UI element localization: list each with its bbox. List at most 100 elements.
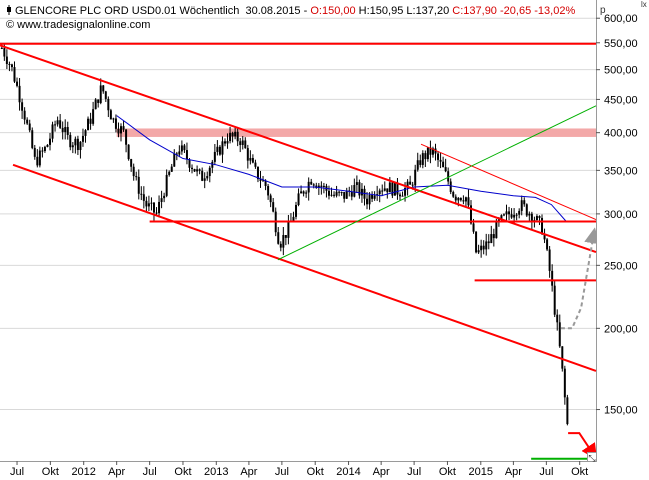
x-tick-label: Jul: [539, 466, 553, 478]
candle-body: [353, 184, 356, 197]
change-value: -20,65: [500, 5, 532, 17]
candle-body: [114, 118, 117, 129]
candle-body: [327, 190, 330, 196]
candle-body: [155, 212, 158, 214]
candle-body: [424, 153, 427, 160]
candle-body: [56, 120, 59, 125]
x-tick-label: Jul: [407, 466, 421, 478]
price-chart[interactable]: [0, 0, 597, 462]
x-tick-label: 2012: [71, 466, 95, 478]
candle-body: [462, 200, 465, 202]
candle-body: [87, 118, 90, 131]
candle-body: [437, 153, 440, 160]
candle-body: [406, 181, 409, 189]
candle-body: [300, 191, 303, 194]
candle-body: [213, 151, 216, 162]
candle-body: [99, 85, 102, 103]
candle-body: [333, 194, 336, 196]
candle-body: [10, 64, 13, 68]
x-tick-label: Okt: [439, 466, 456, 478]
candle-body: [71, 145, 74, 148]
candle-body: [191, 167, 194, 170]
candle-body: [566, 397, 569, 425]
candle-body: [142, 194, 145, 201]
candle-body: [312, 184, 315, 186]
candle-body: [546, 239, 549, 250]
candle-body: [530, 213, 533, 222]
resistance-band-layer: [116, 128, 597, 137]
candle-body: [48, 138, 51, 145]
candle-body: [482, 245, 485, 250]
candle-body: [431, 148, 434, 155]
candle-body: [178, 151, 181, 155]
moving-average-line: [116, 115, 567, 222]
candle-body: [452, 191, 455, 197]
x-tick-label: Okt: [307, 466, 324, 478]
candle-body: [127, 144, 130, 160]
candle-body: [43, 146, 46, 152]
candle-body: [16, 81, 19, 86]
candle-body: [409, 181, 412, 185]
low-value: L:137,20: [406, 5, 450, 17]
candle-body: [21, 102, 24, 111]
candle-body: [33, 147, 36, 157]
candle-body: [231, 132, 234, 137]
candle-body: [211, 161, 214, 168]
candle-body: [284, 235, 287, 238]
candle-body: [335, 191, 338, 196]
candle-body: [297, 193, 300, 205]
candle-body: [305, 192, 308, 194]
copyright-icon: ©: [6, 19, 15, 31]
candle-body: [500, 215, 503, 220]
candle-body: [175, 153, 178, 155]
candle-body: [76, 138, 79, 151]
candle-body: [429, 147, 432, 155]
candle-body: [553, 285, 556, 315]
candle-body: [343, 192, 346, 199]
candle-body: [388, 182, 391, 193]
candle-body: [246, 148, 249, 161]
candle-body: [505, 211, 508, 215]
x-tick-label: 2014: [336, 466, 360, 478]
candle-body: [28, 123, 31, 131]
candle-body: [18, 85, 21, 103]
chart-area[interactable]: [0, 0, 597, 462]
candle-body: [5, 56, 8, 64]
candle-body: [477, 250, 480, 253]
x-axis: Jul Okt 2012 Apr Jul Okt 2013 Apr Jul Okt 2014 Apr J…: [10, 461, 588, 478]
candle-body: [515, 214, 518, 216]
candle-body: [193, 169, 196, 172]
candle-body: [208, 167, 211, 177]
candle-body: [89, 118, 92, 124]
candle-body: [38, 150, 41, 166]
candle-body: [158, 201, 161, 214]
candle-body: [366, 198, 369, 205]
candle-body: [497, 219, 500, 222]
candle-body: [561, 346, 564, 369]
candle-body: [320, 185, 323, 187]
candle-body: [502, 214, 505, 216]
candle-body: [92, 109, 95, 124]
price-scale-mark: p: [600, 5, 606, 16]
candle-body: [310, 181, 313, 185]
candle-body: [8, 63, 11, 65]
candle-body: [223, 141, 226, 144]
candle-body: [508, 211, 511, 215]
candle-body: [163, 195, 166, 199]
candle-body: [538, 216, 541, 218]
y-tick-label: 450,00: [604, 94, 638, 106]
candle-body: [485, 241, 488, 250]
candle-body: [287, 222, 290, 238]
candle-body: [94, 99, 97, 110]
candle-body: [229, 132, 232, 142]
resize-handle-icon[interactable]: ⤡: [587, 452, 597, 463]
candle-body: [66, 127, 69, 135]
candle-body: [457, 197, 460, 201]
candle-body: [373, 195, 376, 199]
x-tick-label: Apr: [373, 466, 390, 478]
candle-body: [338, 191, 341, 193]
expand-icon[interactable]: lx: [641, 0, 647, 9]
candle-body: [54, 124, 57, 126]
candle-body: [165, 174, 168, 196]
y-tick-label: 600,00: [604, 13, 638, 25]
